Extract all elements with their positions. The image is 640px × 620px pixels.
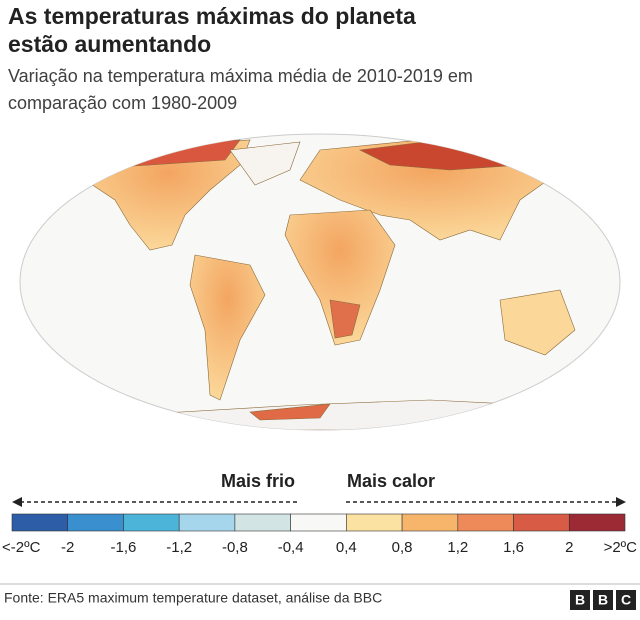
logo-block [570,590,590,610]
subtitle-line: comparação com 1980-2009 [8,93,237,113]
scale-label: 1,2 [447,539,468,556]
scale-swatch [67,513,124,532]
color-scale: <-2ºC -2 -1,6 -1,2 -0,8 -0,4 0,4 0,8 1,2 1,6 2 >2ºC [2,513,638,556]
south-america [189,254,266,401]
scale-swatch [568,513,626,532]
source: Fonte: ERA5 maximum temperature dataset,… [4,590,382,606]
scale-swatch [401,513,459,532]
cold-label: Mais frio [221,471,295,491]
scale-swatch [290,513,347,532]
antarctica-hot [249,403,331,421]
scale-swatch [457,513,514,532]
logo-block [593,590,613,610]
subtitle-line: Variação na temperatura máxima média de … [8,66,473,86]
scale-swatch [234,513,291,532]
scale-label: 0,4 [336,539,357,556]
scale-swatch [11,513,69,532]
warm-label: Mais calor [347,471,435,491]
scale-label: -2 [61,539,74,556]
title-line: estão aumentando [8,31,211,57]
scale-label: -1,6 [111,539,137,556]
logo-letter: B [575,592,585,608]
warm-arrow-head [616,497,626,507]
scale-label: 2 [565,539,573,556]
australia [499,289,576,356]
logo-letter: B [598,592,608,608]
scale-label: -0,4 [278,539,304,556]
scale-label: <-2ºC [2,539,41,556]
scale-label: -0,8 [222,539,248,556]
world-map [19,133,621,431]
logo-letter: C [621,592,631,608]
scale-label: -1,2 [166,539,192,556]
cold-arrow-head [12,497,22,507]
scale-label: 1,6 [503,539,524,556]
south-africa-hot [329,299,361,339]
scale-swatch [123,513,180,532]
scale-label: >2ºC [604,539,638,556]
greenland [229,141,301,186]
scale-swatch [178,513,236,532]
scale-label: 0,8 [392,539,413,556]
title-line: As temperaturas máximas do planeta [8,3,416,29]
africa [284,209,396,346]
scale-swatch [346,513,403,532]
scale-swatch [513,513,570,532]
logo-block [616,590,636,610]
